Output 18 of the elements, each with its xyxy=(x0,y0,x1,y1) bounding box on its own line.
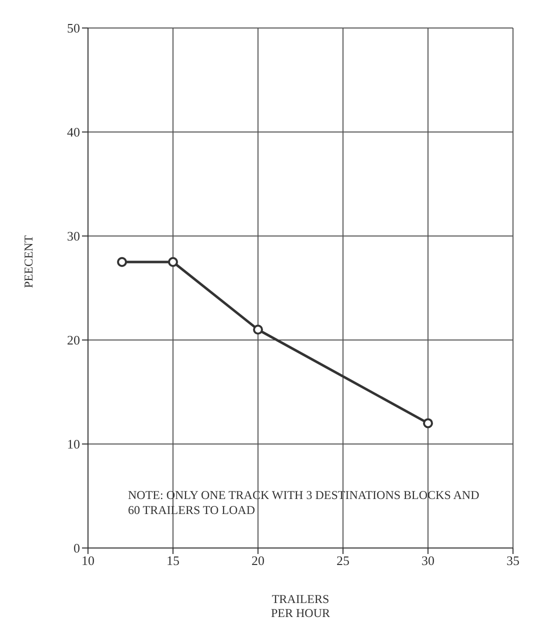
point xyxy=(253,324,263,335)
y-tick-label: 0 xyxy=(74,540,80,556)
x-tick-label: 30 xyxy=(422,553,434,568)
x-tick-label: 25 xyxy=(336,553,350,568)
y-tick-label: 40 xyxy=(67,124,80,140)
x-tick-label: 15 xyxy=(166,553,180,568)
x-tick-label: 20 xyxy=(252,553,264,568)
y-tick-label: 30 xyxy=(67,228,80,244)
y-tick-label: 10 xyxy=(67,436,80,452)
y-tick-label: 50 xyxy=(67,20,80,36)
point xyxy=(168,257,178,267)
x-tick-label: 10 xyxy=(82,553,94,568)
y-tick-label: 20 xyxy=(67,332,80,348)
x-tick-label: 35 xyxy=(506,553,520,568)
y-axis-title: PEECENT xyxy=(21,234,36,288)
x-axis-title: TRAILERS PER HOUR xyxy=(270,592,331,620)
point xyxy=(423,418,433,428)
point xyxy=(117,257,127,267)
